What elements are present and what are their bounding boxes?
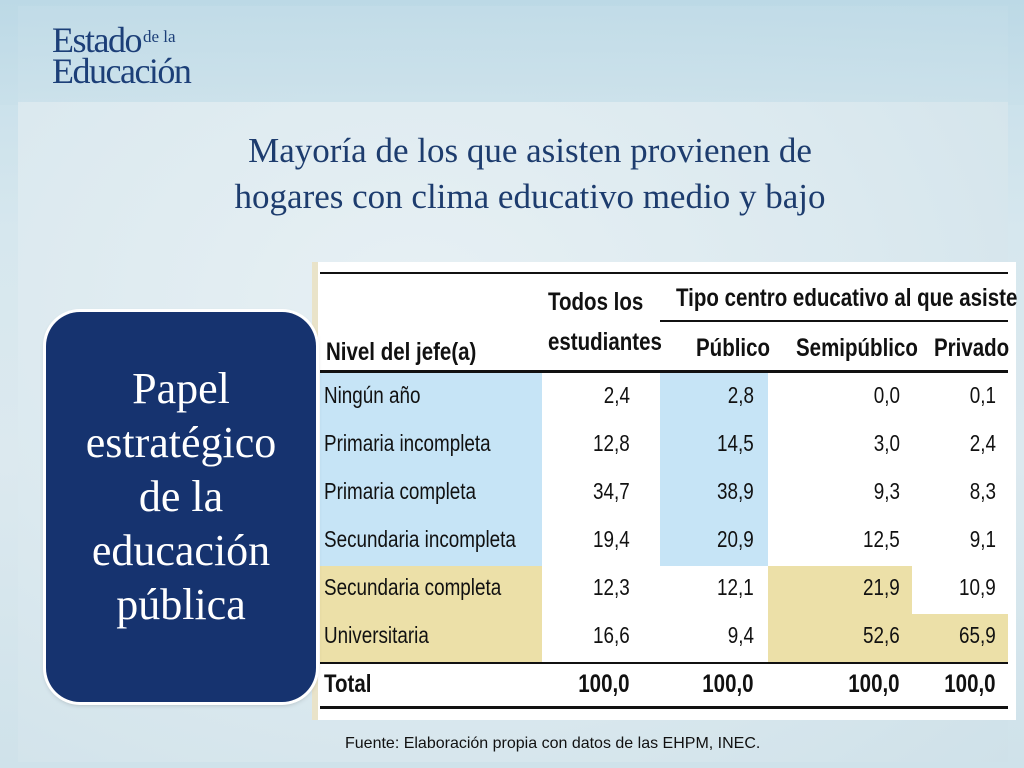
row-header: Nivel del jefe(a) [326,338,477,366]
cell-privado: 10,9 [959,574,996,600]
cell-todos: 100,0 [578,670,630,698]
col-header-todos-1: Todos los [548,288,644,316]
col-header-publico: Público [696,334,771,362]
logo-line2: Educación [52,51,192,91]
data-table: Todos los estudiantes Tipo centro educat… [312,262,1018,720]
cell-privado: 2,4 [969,430,996,456]
group-header: Tipo centro educativo al que asiste [676,284,1018,312]
col-header-semipublico: Semipúblico [796,334,918,362]
cell-todos: 19,4 [593,526,630,552]
title-line-2: hogares con clima educativo medio y bajo [234,177,826,216]
cell-semipublico: 12,5 [863,526,900,552]
row-label: Primaria completa [324,478,476,504]
slide-title: Mayoría de los que asisten provienen de … [140,128,920,220]
cell-privado: 8,3 [969,478,996,504]
cell-publico: 100,0 [702,670,754,698]
cell-privado: 9,1 [969,526,996,552]
cell-semipublico: 21,9 [863,574,900,600]
highlight-label-blue [320,372,542,566]
logo: Estado de la Educación [52,20,192,91]
col-header-todos-2: estudiantes [548,328,662,356]
row-label: Primaria incompleta [324,430,491,456]
cell-publico: 2,8 [727,382,754,408]
row-label: Secundaria completa [324,574,502,600]
cell-todos: 34,7 [593,478,630,504]
callout-text: Papel estratégico de la educación públic… [85,364,277,629]
rule-top [320,272,1008,274]
cell-publico: 9,4 [727,622,754,648]
cell-todos: 2,4 [603,382,630,408]
cell-publico: 14,5 [717,430,754,456]
cell-publico: 12,1 [717,574,754,600]
header-overlay [0,0,1024,102]
callout-card: Papel estratégico de la educación públic… [46,312,316,702]
cell-semipublico: 100,0 [848,670,900,698]
highlight-privado-tan [912,614,1008,662]
highlight-publico-blue [660,372,768,566]
cell-todos: 12,8 [593,430,630,456]
row-label: Total [324,670,372,698]
cell-privado: 65,9 [959,622,996,648]
highlight-semipublico-tan [768,566,912,662]
logo-line1-small: de la [142,27,176,46]
col-header-privado: Privado [934,334,1010,362]
row-label: Secundaria incompleta [324,526,516,552]
cell-privado: 0,1 [969,382,996,408]
cell-todos: 12,3 [593,574,630,600]
title-line-1: Mayoría de los que asisten provienen de [248,131,812,170]
cell-publico: 20,9 [717,526,754,552]
source-note: Fuente: Elaboración propia con datos de … [345,735,761,752]
cell-semipublico: 0,0 [873,382,900,408]
cell-publico: 38,9 [717,478,754,504]
cell-semipublico: 3,0 [873,430,900,456]
rule-header [320,370,1008,373]
cell-privado: 100,0 [944,670,996,698]
rule-bottom [320,706,1008,709]
rule-total [320,662,1008,664]
cell-todos: 16,6 [593,622,630,648]
row-label: Universitaria [324,622,429,648]
row-label: Ningún año [324,382,421,408]
cell-semipublico: 9,3 [873,478,900,504]
rule-group [660,320,1008,322]
highlight-label-tan [320,566,542,662]
logo-line1: Estado [52,20,142,60]
cell-semipublico: 52,6 [863,622,900,648]
